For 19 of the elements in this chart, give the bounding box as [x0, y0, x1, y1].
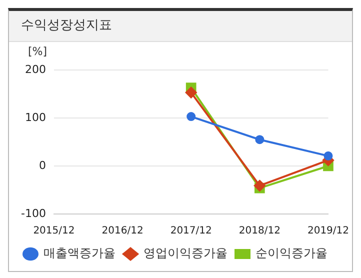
chart-title: 수익성장성지표 — [9, 11, 352, 42]
point — [185, 86, 197, 98]
x-tick-label: 2019/12 — [307, 226, 349, 237]
x-tick-label: 2018/12 — [238, 226, 280, 237]
y-tick-label: 100 — [24, 110, 46, 124]
legend-label: 순이익증가율 — [256, 246, 328, 260]
y-axis-title: [%] — [28, 44, 48, 58]
point — [186, 112, 196, 122]
x-tick-label: 2015/12 — [33, 226, 75, 237]
legend-label: 매출액증가율 — [44, 246, 116, 260]
point — [254, 180, 266, 192]
x-tick-label: 2016/12 — [102, 226, 144, 237]
y-tick-label: -100 — [20, 206, 46, 220]
y-tick-label: 0 — [38, 158, 46, 172]
point — [324, 151, 333, 160]
point — [255, 135, 264, 144]
y-tick-label: 200 — [24, 62, 46, 76]
legend-label: 영업이익증가율 — [144, 246, 228, 260]
x-tick-label: 2017/12 — [170, 226, 212, 237]
